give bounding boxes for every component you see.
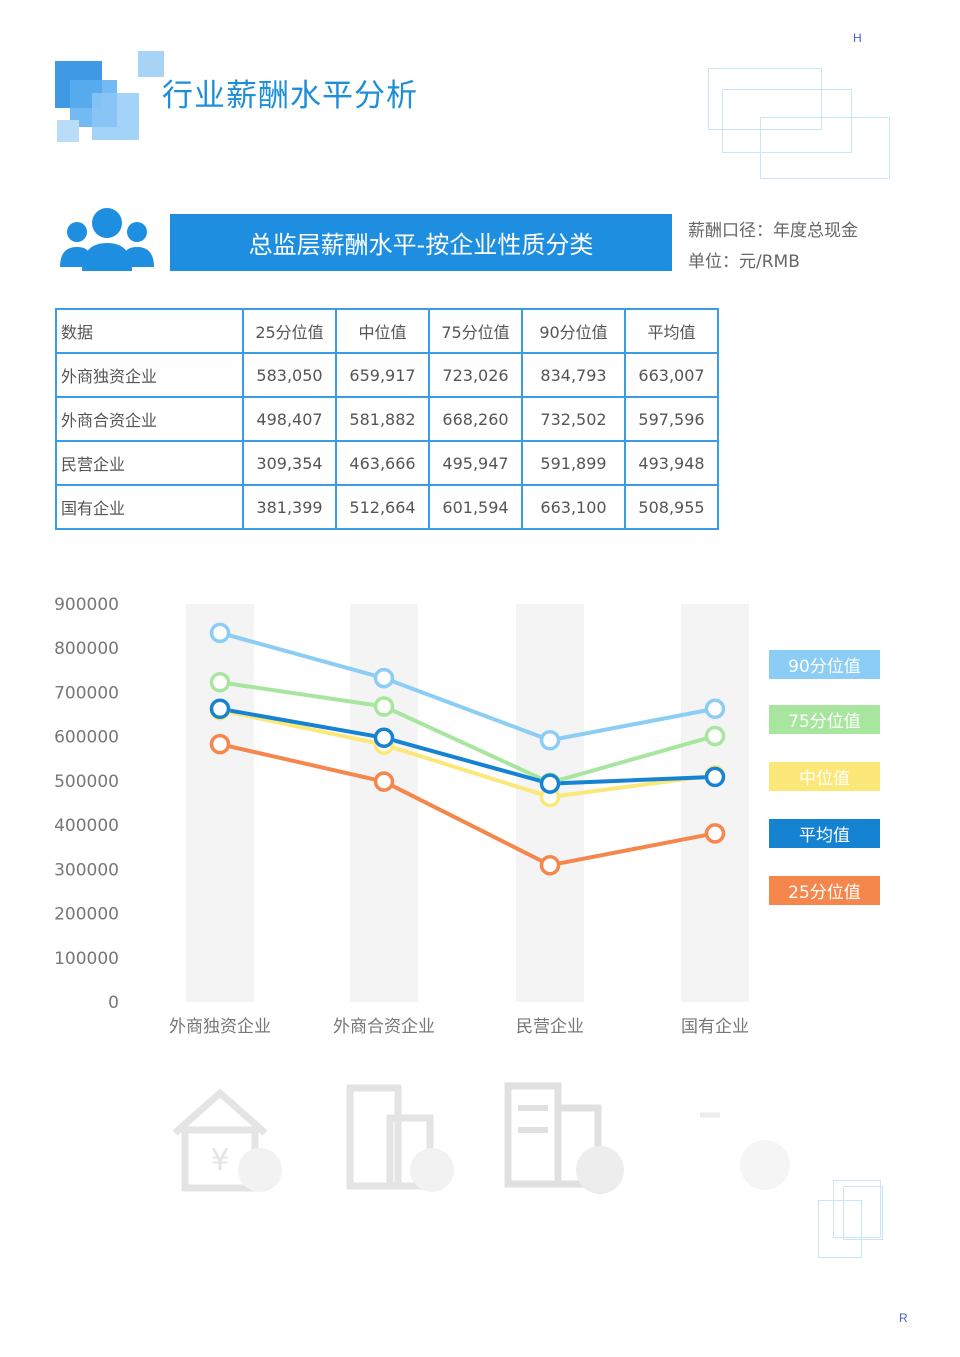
legend-item-average: 平均值	[769, 819, 880, 848]
series-line	[219, 680, 716, 785]
y-tick-label: 300000	[54, 860, 119, 880]
salary-line-chart: 900000 800000 700000 600000 500000 400000 3000…	[54, 595, 749, 1037]
table-cell: 国有企业	[55, 484, 244, 530]
office-building-icon	[504, 1082, 624, 1194]
data-point	[373, 771, 395, 792]
table-cell: 668,260	[428, 396, 523, 442]
series-line	[219, 742, 716, 868]
x-category-label: 民营企业	[516, 1017, 584, 1037]
data-point	[373, 667, 395, 689]
data-point	[209, 733, 231, 755]
table-cell: 民营企业	[55, 440, 244, 486]
table-cell: 381,399	[242, 484, 337, 530]
legend-item-p90: 90分位值	[769, 650, 880, 679]
x-category-label: 外商独资企业	[169, 1017, 271, 1037]
table-header-cell: 90分位值	[521, 308, 626, 354]
y-tick-label: 100000	[54, 949, 119, 969]
salary-table: 数据 25分位值 中位值 75分位值 90分位值 平均值 外商独资企业 583,…	[55, 308, 719, 530]
series-line	[219, 708, 716, 799]
table-cell: 508,955	[624, 484, 719, 530]
data-point	[209, 698, 231, 720]
table-cell: 498,407	[242, 396, 337, 442]
table-cell: 732,502	[521, 396, 626, 442]
data-point	[209, 622, 231, 644]
table-row: 民营企业 309,354 463,666 495,947 591,899 493…	[55, 440, 719, 486]
table-header-cell: 数据	[55, 308, 244, 354]
y-tick-label: 900000	[54, 595, 119, 615]
y-tick-label: 200000	[54, 905, 119, 925]
table-row: 外商独资企业 583,050 659,917 723,026 834,793 6…	[55, 352, 719, 398]
table-cell: 外商合资企业	[55, 396, 244, 442]
table-cell: 495,947	[428, 440, 523, 486]
table-cell: 583,050	[242, 352, 337, 398]
category-column	[350, 604, 418, 1002]
salary-basis-note: 薪酬口径：年度总现金	[688, 221, 858, 241]
people-group-icon	[60, 208, 154, 271]
table-cell: 723,026	[428, 352, 523, 398]
y-tick-label: 500000	[54, 772, 119, 792]
data-point	[539, 773, 561, 794]
table-cell: 663,007	[624, 352, 719, 398]
table-header-cell: 75分位值	[428, 308, 523, 354]
y-tick-label: 0	[108, 993, 119, 1013]
data-point	[704, 766, 726, 788]
table-cell: 463,666	[335, 440, 430, 486]
table-header-row: 数据 25分位值 中位值 75分位值 90分位值 平均值	[55, 308, 719, 354]
unit-note: 单位：元/RMB	[688, 252, 800, 272]
table-cell: 493,948	[624, 440, 719, 486]
table-cell: 外商独资企业	[55, 352, 244, 398]
table-cell: 591,899	[521, 440, 626, 486]
data-point	[704, 725, 726, 747]
legend-item-p75: 75分位值	[769, 705, 880, 734]
table-row: 国有企业 381,399 512,664 601,594 663,100 508…	[55, 484, 719, 530]
table-header-cell: 中位值	[335, 308, 430, 354]
data-point	[209, 672, 231, 693]
data-point	[539, 854, 561, 876]
table-cell: 659,917	[335, 352, 430, 398]
legend-item-p25: 25分位值	[769, 876, 880, 905]
category-column	[186, 604, 254, 1002]
category-column	[681, 604, 749, 1002]
table-cell: 663,100	[521, 484, 626, 530]
table-cell: 512,664	[335, 484, 430, 530]
x-category-label: 国有企业	[681, 1017, 749, 1037]
table-cell: 834,793	[521, 352, 626, 398]
table-cell: 581,882	[335, 396, 430, 442]
legend-item-median: 中位值	[769, 762, 880, 791]
state-owned-icon	[700, 1112, 790, 1190]
series-line	[219, 706, 716, 786]
data-point	[373, 727, 395, 748]
y-tick-label: 700000	[54, 683, 119, 703]
house-yuan-icon: ¥	[172, 1088, 282, 1192]
data-point	[704, 698, 726, 720]
table-row: 外商合资企业 498,407 581,882 668,260 732,502 5…	[55, 396, 719, 442]
y-tick-label: 800000	[54, 639, 119, 659]
page-title: 行业薪酬水平分析	[162, 78, 418, 114]
table-header-cell: 25分位值	[242, 308, 337, 354]
y-tick-label: 600000	[54, 728, 119, 748]
section-banner: 总监层薪酬水平-按企业性质分类	[170, 214, 672, 271]
corner-letter-top: H	[853, 31, 862, 45]
building-coin-icon	[346, 1084, 454, 1192]
data-point	[539, 729, 561, 751]
table-cell: 597,596	[624, 396, 719, 442]
table-cell: 309,354	[242, 440, 337, 486]
data-point	[704, 823, 726, 844]
corner-letter-bottom: R	[899, 1311, 908, 1325]
svg-text:¥: ¥	[210, 1143, 229, 1178]
y-tick-label: 400000	[54, 816, 119, 836]
table-cell: 601,594	[428, 484, 523, 530]
data-point	[373, 696, 395, 717]
table-header-cell: 平均值	[624, 308, 719, 354]
x-category-label: 外商合资企业	[333, 1017, 435, 1037]
series-line	[219, 630, 716, 743]
